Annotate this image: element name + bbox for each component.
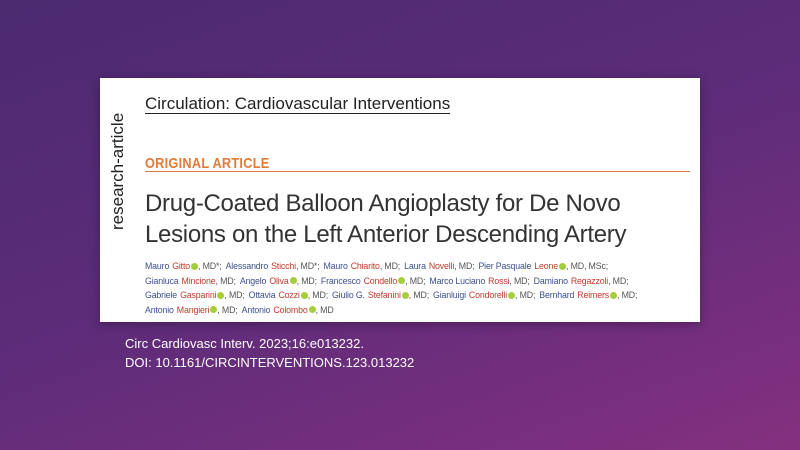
author-degrees: , MD; xyxy=(515,290,536,300)
author-degrees: , MD; xyxy=(307,290,328,300)
author-given-name: Gianluigi xyxy=(433,290,466,300)
author-line: Antonio Mangieri, MD; Antonio Colombo, MD xyxy=(145,305,338,315)
author-given-name: Damiano xyxy=(533,275,568,286)
author-line: Gabriele Gasparini, MD; Ottavia Cozzi, MD; G… xyxy=(145,290,641,300)
title-line: Drug-Coated Balloon Angioplasty for De N… xyxy=(145,190,621,217)
author-given-name: Giulio G. xyxy=(331,290,365,300)
author-family-name: Regazzoli xyxy=(570,275,609,286)
author-given-name: Alessandro xyxy=(225,261,269,271)
author-degrees: , MD xyxy=(315,304,334,315)
author-given-name: Marco Luciano xyxy=(429,275,486,286)
orcid-icon xyxy=(210,306,218,313)
author-given-name: Laura xyxy=(404,261,426,271)
orcid-icon xyxy=(289,277,297,284)
author-family-name: Novelli xyxy=(428,261,455,271)
author-family-name: Condello xyxy=(363,275,398,286)
author-degrees: , MD; xyxy=(224,290,245,300)
author-degrees: , MD; xyxy=(215,275,236,286)
author-degrees: , MD; xyxy=(616,290,638,300)
author-given-name: Antonio xyxy=(241,304,271,315)
author-degrees: , MD; xyxy=(454,261,475,271)
author-degrees: , MD*; xyxy=(198,261,222,271)
author-given-name: Gabriele xyxy=(145,290,178,300)
orcid-icon xyxy=(559,262,566,270)
section-label: ORIGINAL ARTICLE xyxy=(145,155,270,172)
author-degrees: , MD; xyxy=(509,275,530,286)
author-degrees: , MD; xyxy=(217,304,238,315)
author-degrees: , MD; xyxy=(405,275,426,286)
author-degrees: , MD; xyxy=(296,275,317,286)
author-family-name: Gasparini xyxy=(180,290,217,300)
author-family-name: Reimers xyxy=(577,290,609,300)
orcid-icon xyxy=(308,306,316,313)
author-family-name: Colombo xyxy=(273,304,308,315)
author-line: Mauro Gitto, MD*; Alessandro Sticchi, MD*; M… xyxy=(145,261,612,271)
author-family-name: Mincione xyxy=(181,275,216,286)
orcid-icon xyxy=(609,291,617,299)
orcid-icon xyxy=(191,262,199,270)
orcid-icon xyxy=(300,291,308,299)
title-line: Lesions on the Left Anterior Descending … xyxy=(145,221,627,248)
author-family-name: Leone xyxy=(534,261,558,271)
author-given-name: Bernhard xyxy=(539,290,575,300)
author-family-name: Chiarito xyxy=(350,261,380,271)
author-given-name: Ottavia xyxy=(248,290,276,300)
author-degrees: , MD; xyxy=(608,275,629,286)
author-degrees: , MD, MSc; xyxy=(566,261,608,271)
author-degrees: , MD*; xyxy=(295,261,320,271)
author-given-name: Antonio xyxy=(145,304,174,315)
author-family-name: Mangieri xyxy=(176,304,210,315)
author-given-name: Gianluca xyxy=(145,275,179,286)
journal-name: Circulation: Cardiovascular Intervention… xyxy=(145,94,451,114)
author-family-name: Sticchi xyxy=(271,261,296,271)
citation-line: Circ Cardiovasc Interv. 2023;16:e013232. xyxy=(125,336,364,351)
author-family-name: Condorelli xyxy=(468,290,508,300)
author-given-name: Pier Pasquale xyxy=(478,261,532,271)
author-line: Gianluca Mincione, MD; Angelo Oliva, MD; Fra… xyxy=(145,276,632,286)
orcid-icon xyxy=(508,291,516,299)
author-given-name: Mauro xyxy=(145,261,170,271)
orcid-icon xyxy=(398,277,406,284)
citation-line: DOI: 10.1161/CIRCINTERVENTIONS.123.01323… xyxy=(125,355,415,370)
author-family-name: Gitto xyxy=(172,261,191,271)
author-family-name: Cozzi xyxy=(278,290,300,300)
section-rule xyxy=(145,171,690,172)
author-given-name: Francesco xyxy=(320,275,361,286)
orcid-icon xyxy=(217,291,225,299)
side-label: research-article xyxy=(108,112,127,230)
orcid-icon xyxy=(401,291,409,299)
author-family-name: Oliva xyxy=(269,275,289,286)
author-degrees: , MD; xyxy=(379,261,401,271)
author-family-name: Rossi xyxy=(488,275,510,286)
author-given-name: Mauro xyxy=(323,261,348,271)
author-given-name: Angelo xyxy=(239,275,267,286)
author-degrees: , MD; xyxy=(408,290,430,300)
author-family-name: Stefanini xyxy=(367,290,401,300)
